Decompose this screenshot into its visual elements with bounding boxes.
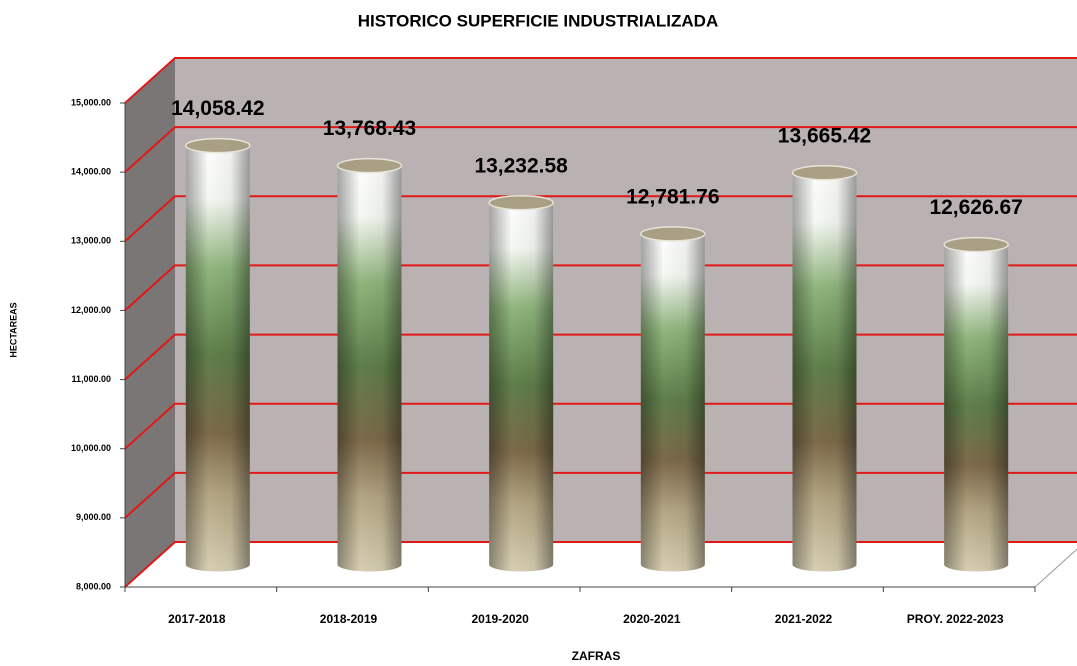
- grid-line: [124, 333, 1077, 381]
- plot-area: 8,000.00 9,000.00 10,000.00 11,000.00 12,000…: [71, 57, 1077, 626]
- y-tick-label: 13,000.00: [71, 236, 111, 246]
- grid-line: [124, 57, 1077, 104]
- cylinder-shade: [792, 165, 857, 572]
- grid-line: [124, 402, 1077, 450]
- y-axis-label: HECTAREAS: [8, 302, 18, 357]
- y-tick-label: 11,000.00: [71, 374, 111, 384]
- cylinder-top: [640, 226, 706, 242]
- cylinder-top: [185, 137, 251, 154]
- cylinder-top: [791, 165, 858, 181]
- x-tick-label: 2019-2020: [471, 612, 529, 626]
- value-label: 13,768.43: [323, 117, 416, 140]
- cylinder-shade: [640, 226, 705, 572]
- cylinder-top: [336, 157, 403, 174]
- cylinder-top: [943, 236, 1009, 253]
- cylinder-shade: [489, 195, 554, 572]
- value-label: 12,781.76: [626, 185, 719, 208]
- y-tick-label: 8,000.00: [76, 581, 111, 591]
- y-tick-label: 12,000.00: [71, 305, 111, 315]
- cylinder-shade: [337, 158, 402, 572]
- x-tick-label: 2017-2018: [168, 612, 226, 626]
- grid-line: [124, 471, 1077, 519]
- cylinder-shade: [185, 138, 250, 572]
- chart-title: HISTORICO SUPERFICIE INDUSTRIALIZADA: [358, 11, 718, 30]
- value-label: 12,626.67: [929, 196, 1022, 219]
- cylinder-top: [488, 194, 554, 211]
- value-label: 13,665.42: [778, 124, 871, 147]
- grid-line: [124, 264, 1077, 312]
- grid-line: [124, 126, 1077, 173]
- x-tick-label: PROY. 2022-2023: [907, 612, 1004, 626]
- y-tick-label: 9,000.00: [76, 512, 111, 522]
- value-label: 14,058.42: [171, 97, 264, 120]
- back-wall: [175, 58, 1077, 542]
- grid-line: [124, 541, 1077, 588]
- x-tick-label: 2021-2022: [775, 612, 833, 626]
- y-tick-label: 10,000.00: [71, 443, 111, 453]
- y-tick-label: 14,000.00: [71, 167, 111, 177]
- x-tick-label: 2020-2021: [623, 612, 681, 626]
- value-label: 13,232.58: [474, 154, 568, 177]
- cylinder-shade: [944, 237, 1009, 572]
- floor: [123, 541, 1077, 588]
- grid-line: [124, 195, 1077, 243]
- y-tick-label: 15,000.00: [71, 97, 111, 107]
- x-axis-label: ZAFRAS: [572, 649, 621, 663]
- side-wall: [125, 58, 175, 587]
- x-tick-label: 2018-2019: [320, 612, 378, 626]
